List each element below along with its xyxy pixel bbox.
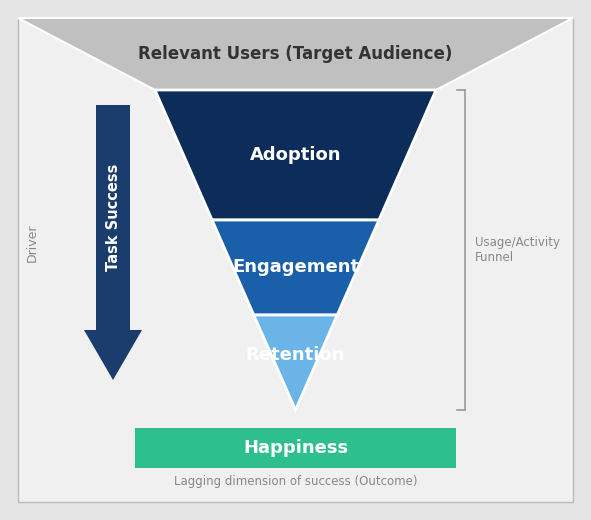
Polygon shape [84, 330, 142, 380]
Text: Usage/Activity
Funnel: Usage/Activity Funnel [475, 236, 560, 264]
Text: Happiness: Happiness [243, 439, 348, 457]
Text: Engagement: Engagement [232, 258, 359, 277]
Text: Task Success: Task Success [106, 164, 121, 271]
FancyBboxPatch shape [135, 428, 456, 468]
Text: Adoption: Adoption [250, 146, 341, 164]
Polygon shape [212, 220, 379, 315]
Text: Lagging dimension of success (Outcome): Lagging dimension of success (Outcome) [174, 475, 417, 488]
FancyBboxPatch shape [96, 105, 130, 330]
Polygon shape [254, 315, 337, 410]
Text: Driver: Driver [25, 223, 38, 262]
Text: Retention: Retention [246, 345, 345, 363]
Polygon shape [155, 90, 436, 220]
Text: Relevant Users (Target Audience): Relevant Users (Target Audience) [138, 45, 453, 63]
FancyBboxPatch shape [18, 18, 573, 502]
Polygon shape [18, 18, 573, 90]
